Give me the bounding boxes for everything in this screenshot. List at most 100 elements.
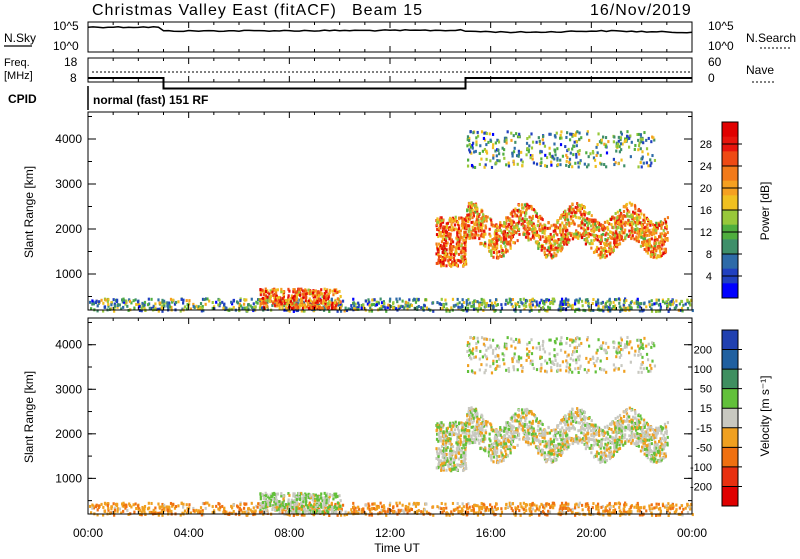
nsearch-tick-high: 10^5 [708, 19, 734, 33]
velocity-cell [266, 500, 268, 503]
velocity-cell [288, 503, 290, 506]
power-cell [630, 237, 632, 240]
power-cell [503, 157, 505, 160]
velocity-cell [277, 493, 279, 496]
power-cell [572, 134, 574, 137]
power-cell [624, 140, 626, 143]
power-cell [514, 207, 516, 210]
power-cell [595, 146, 597, 149]
velocity-cell [445, 507, 447, 510]
power-cell [561, 298, 563, 301]
velocity-cell [445, 444, 447, 447]
power-cell [215, 301, 217, 304]
power-cell [543, 240, 545, 243]
power-cell [615, 232, 617, 235]
power-cell [556, 132, 558, 135]
velocity-cell [665, 504, 667, 507]
velocity-cell [436, 438, 438, 441]
power-cell [506, 219, 508, 222]
power-cell [569, 158, 571, 161]
power-cell [279, 300, 281, 303]
power-cell [607, 221, 609, 224]
power-cell [182, 302, 184, 305]
power-cell [550, 161, 552, 164]
power-cell [637, 298, 639, 301]
power-cell [502, 153, 504, 156]
power-cell [150, 298, 152, 301]
power-cell [543, 250, 545, 253]
power-cell [568, 208, 570, 211]
velocity-cell [658, 503, 660, 506]
power-cell [457, 221, 459, 224]
power-cell [298, 288, 300, 291]
velocity-cell [681, 504, 683, 507]
velocity-cell [104, 509, 106, 512]
velocity-cell [378, 506, 380, 509]
power-cell [505, 138, 507, 141]
power-cell [544, 154, 546, 157]
velocity-cell [383, 506, 385, 509]
power-cell [503, 242, 505, 245]
power-cell [602, 136, 604, 139]
power-cell [626, 203, 628, 206]
power-cell [658, 299, 660, 302]
power-cell [559, 137, 561, 140]
power-cell [449, 247, 451, 250]
power-cell [301, 301, 303, 304]
power-cell [457, 306, 459, 309]
power-cell [646, 249, 648, 252]
power-cell [613, 226, 615, 229]
power-cell [586, 133, 588, 136]
power-cell [566, 229, 568, 232]
power-cell [463, 247, 465, 250]
power-cell [471, 233, 473, 236]
power-cell [576, 233, 578, 236]
velocity-cell [149, 511, 151, 514]
power-cell [583, 210, 585, 213]
power-cell [632, 234, 634, 237]
velocity-cell [371, 503, 373, 506]
power-cell [636, 227, 638, 230]
power-cell [97, 304, 99, 307]
power-cell [568, 224, 570, 227]
power-cell [329, 301, 331, 304]
power-cell [154, 302, 156, 305]
power-cell [505, 248, 507, 251]
power-cell [597, 222, 599, 225]
power-cell [538, 236, 540, 239]
power-cell [593, 251, 595, 254]
power-cell [312, 291, 314, 294]
velocity-cell [98, 504, 100, 507]
power-cell [600, 141, 602, 144]
velocity-cell [562, 507, 564, 510]
power-cell [644, 237, 646, 240]
power-cell [122, 298, 124, 301]
power-cell [534, 233, 536, 236]
velocity-cell [334, 494, 336, 497]
power-cell [218, 299, 220, 302]
velocity-cell [565, 502, 567, 505]
power-cell [438, 258, 440, 261]
power-cell [490, 240, 492, 243]
power-cell [440, 303, 442, 306]
power-cell [643, 240, 645, 243]
velocity-cell [435, 447, 437, 450]
power-cell [263, 293, 265, 296]
power-cell [172, 299, 174, 302]
power-cell [441, 258, 443, 261]
power-cell [591, 229, 593, 232]
power-colorbar-swatch [722, 195, 738, 210]
velocity-cell [352, 502, 354, 505]
power-cell [541, 245, 543, 248]
power-cell [512, 298, 514, 301]
nsky-tick-high: 10^5 [53, 19, 79, 33]
power-cell [614, 234, 616, 237]
power-cell [588, 222, 590, 225]
power-cell [480, 223, 482, 226]
velocity-cell [299, 498, 301, 501]
velocity-cell [332, 497, 334, 500]
power-cell [596, 143, 598, 146]
power-cell [613, 158, 615, 161]
velocity-cell [682, 508, 684, 511]
power-cell [518, 233, 520, 236]
